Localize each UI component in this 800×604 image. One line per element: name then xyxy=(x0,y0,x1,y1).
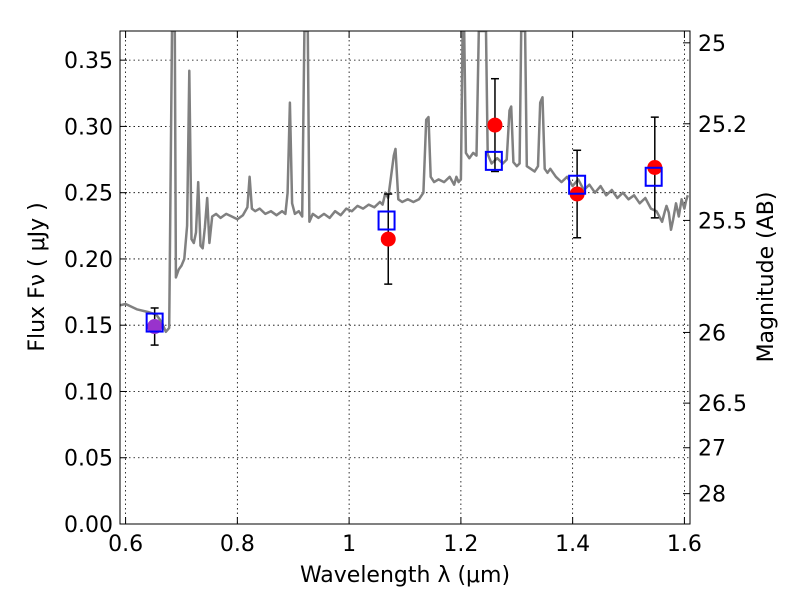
right-tick-label: 28 xyxy=(698,483,726,508)
y-tick-label: 0.35 xyxy=(64,49,113,74)
y-tick-label: 0.00 xyxy=(64,513,113,538)
y-tick-label: 0.30 xyxy=(64,115,113,140)
x-tick-label: 0.8 xyxy=(220,532,255,557)
model-point xyxy=(644,166,663,187)
model-point xyxy=(377,210,396,231)
y-tick-label: 0.25 xyxy=(64,182,113,207)
x-tick-label: 1.4 xyxy=(555,532,590,557)
right-tick-label: 26.5 xyxy=(698,392,747,417)
model-point xyxy=(568,174,587,195)
right-tick-label: 25 xyxy=(698,32,726,57)
x-axis: 0.6 0.8 1 1.2 1.4 1.6 xyxy=(108,31,702,557)
observed-point xyxy=(147,319,163,335)
model-points xyxy=(145,150,663,333)
spectrum-series xyxy=(120,31,689,334)
x-tick-label: 1 xyxy=(342,532,356,557)
spectrum-line xyxy=(120,31,689,334)
right-axis-label: Magnitude (AB) xyxy=(754,192,779,363)
x-tick-label: 1.6 xyxy=(667,532,702,557)
right-tick-label: 27 xyxy=(698,437,726,462)
right-tick-label: 25.2 xyxy=(698,113,747,138)
y-tick-label: 0.15 xyxy=(64,314,113,339)
y-tick-label: 0.10 xyxy=(64,380,113,405)
y-axis-label: Flux Fν ( μJy ) xyxy=(25,202,50,351)
observed-point xyxy=(487,117,503,133)
right-tick-label: 25.5 xyxy=(698,209,747,234)
right-axis: 25 25.2 25.5 26 26.5 27 28 xyxy=(683,32,747,508)
y-axis: 0.00 0.05 0.10 0.15 0.20 0.25 0.30 0.35 xyxy=(64,49,127,538)
plot-frame xyxy=(119,30,691,525)
model-point xyxy=(484,150,503,171)
x-tick-label: 1.2 xyxy=(443,532,478,557)
x-tick-label: 0.6 xyxy=(108,532,143,557)
x-axis-label: Wavelength λ (μm) xyxy=(300,563,510,588)
model-point xyxy=(145,312,164,333)
right-tick-label: 26 xyxy=(698,321,726,346)
y-tick-label: 0.20 xyxy=(64,248,113,273)
y-tick-label: 0.05 xyxy=(64,447,113,472)
plot-background xyxy=(120,31,690,524)
observed-point xyxy=(380,231,396,247)
